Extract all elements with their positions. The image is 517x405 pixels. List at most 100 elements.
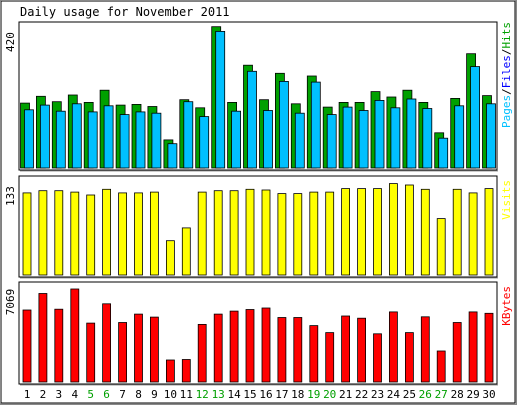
bar-visits-day-24 [388,183,398,276]
bar-pages-day-22 [358,110,369,169]
bar-kbytes-day-2 [38,293,48,383]
bar-visits-day-16 [261,189,271,276]
bar-kbytes-day-28 [452,322,462,383]
bar-visits-day-10 [165,240,175,276]
bar-kbytes-day-18 [293,317,303,383]
x-tick-label: 20 [323,388,336,401]
x-tick-label: 28 [451,388,464,401]
bar-pages-day-4 [71,103,82,169]
bar-visits-day-6 [102,188,111,276]
x-tick-label: 1 [24,388,31,401]
bar-visits-day-3 [54,190,64,276]
x-tick-label: 23 [371,388,384,401]
chart-title: Daily usage for November 2011 [20,5,230,19]
bar-kbytes-day-23 [373,333,382,383]
x-tick-label: 21 [339,388,352,401]
bar-pages-day-15 [247,70,257,169]
x-tick-label: 10 [164,388,177,401]
bar-kbytes-day-11 [181,359,191,383]
bar-kbytes-day-30 [484,312,494,383]
bar-kbytes-day-17 [277,317,287,383]
bar-visits-day-25 [404,184,414,276]
bar-pages-day-23 [374,100,385,169]
x-tick-label: 12 [196,388,209,401]
y-max-label: 420 [4,32,17,52]
bar-pages-day-20 [326,114,337,169]
bar-pages-day-8 [135,111,146,169]
bar-pages-day-10 [167,143,178,169]
x-tick-label: 4 [71,388,78,401]
panel-frame [18,21,498,171]
bar-pages-day-5 [87,111,98,169]
bar-kbytes-day-1 [22,309,32,383]
bar-visits-day-14 [229,190,239,276]
bar-pages-day-26 [422,108,433,169]
bar-visits-day-9 [149,191,159,276]
bar-kbytes-day-6 [102,303,111,383]
bar-visits-day-5 [86,194,96,276]
bar-pages-day-18 [294,112,305,169]
y-max-label: 133 [4,186,17,206]
bar-visits-day-8 [134,192,143,276]
x-tick-label: 6 [103,388,110,401]
bar-pages-day-9 [151,112,162,169]
bar-visits-day-30 [484,188,494,276]
legend-kbytes: KBytes [500,286,513,326]
bar-visits-day-29 [468,192,478,276]
bar-visits-day-22 [357,188,367,276]
bar-pages-day-13 [215,30,226,169]
bar-pages-day-29 [470,66,481,169]
bar-pages-day-2 [40,104,50,169]
bar-visits-day-4 [70,191,80,276]
x-tick-label: 22 [355,388,368,401]
bar-kbytes-day-5 [86,322,96,383]
bar-visits-day-15 [245,188,255,276]
bar-pages-day-17 [278,81,289,169]
x-tick-label: 17 [275,388,288,401]
bar-visits-day-17 [277,193,287,276]
y-max-label: 7069 [4,289,17,316]
bar-kbytes-day-29 [468,311,478,383]
bar-pages-day-14 [231,110,242,169]
x-tick-label: 14 [227,388,241,401]
x-tick-label: 26 [419,388,432,401]
bar-pages-day-12 [199,116,210,169]
bar-kbytes-day-16 [261,307,271,383]
x-tick-label: 15 [243,388,256,401]
bar-pages-day-24 [390,107,401,169]
x-tick-label: 2 [40,388,47,401]
bar-visits-day-28 [452,188,462,276]
panel-frame [18,281,498,385]
x-tick-label: 13 [212,388,225,401]
bar-pages-day-1 [24,109,34,169]
bar-visits-day-1 [22,192,32,276]
x-tick-label: 24 [387,388,401,401]
bar-visits-day-19 [309,191,319,276]
legend-visits: Visits [500,180,513,220]
bar-visits-day-2 [38,190,48,276]
legend-pages-files-hits: Pages/Files/Hits [500,22,513,128]
bar-pages-day-21 [342,106,353,169]
bar-kbytes-day-22 [357,317,367,383]
x-tick-label: 16 [259,388,272,401]
panel-frame [18,175,498,278]
bar-kbytes-day-27 [436,350,446,383]
bar-pages-day-16 [263,110,273,169]
x-tick-label: 8 [135,388,142,401]
bar-visits-day-27 [436,218,446,276]
bar-pages-day-27 [438,137,449,169]
bar-kbytes-day-7 [118,322,127,383]
bar-kbytes-day-9 [149,316,159,383]
bar-kbytes-day-4 [70,288,80,383]
x-tick-label: 19 [307,388,320,401]
bar-pages-day-11 [183,101,194,169]
x-tick-label: 30 [482,388,495,401]
x-tick-label: 29 [466,388,479,401]
bar-kbytes-day-19 [309,325,319,383]
bar-kbytes-day-14 [229,310,239,383]
x-tick-label: 11 [180,388,193,401]
